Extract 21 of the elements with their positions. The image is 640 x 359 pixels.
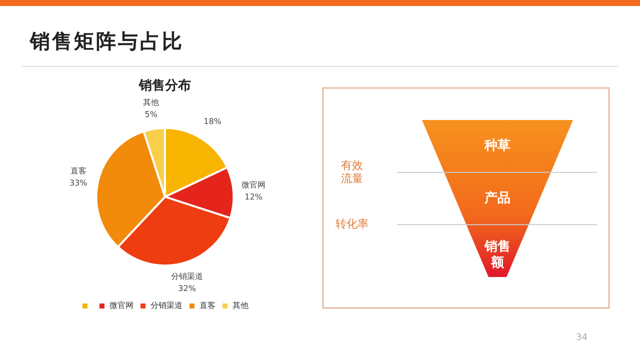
data-label: 32% xyxy=(178,284,196,293)
slice-label: 其他 xyxy=(143,98,160,108)
legend-label: 微官网 xyxy=(110,301,134,310)
category-label: 销售额 xyxy=(484,239,510,270)
chart-title: 销售矩阵与占比 xyxy=(30,28,184,55)
legend-label: 直客 xyxy=(200,301,216,310)
slice-label: 直客 xyxy=(70,166,86,176)
data-label: 18% xyxy=(204,116,222,126)
slice-label: 分销渠道 xyxy=(171,272,204,281)
data-label: 12% xyxy=(244,192,263,202)
slice-label: 微官网 xyxy=(242,180,266,190)
legend-label: 分销渠道 xyxy=(150,301,182,310)
data-label: 33% xyxy=(70,178,88,188)
category-label: 种草 xyxy=(484,138,510,154)
text: 转化率 xyxy=(336,218,368,231)
data-label: 5% xyxy=(144,110,158,120)
text: 有效流量 xyxy=(341,158,363,185)
chart-subtitle: 销售分布 xyxy=(138,77,191,92)
text: 34 xyxy=(576,333,588,343)
legend-label: 其他 xyxy=(232,301,248,310)
category-label: 产品 xyxy=(484,190,510,206)
